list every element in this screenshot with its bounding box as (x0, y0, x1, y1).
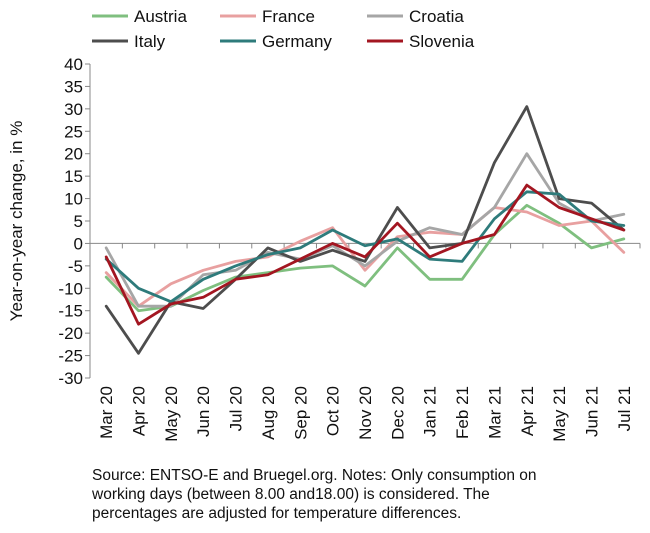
x-tick-label: Jun 21 (582, 386, 601, 437)
y-tick-label: 5 (74, 212, 83, 231)
x-tick-label: Jul 20 (227, 386, 246, 431)
y-tick-label: 10 (64, 190, 83, 209)
legend-label-germany: Germany (262, 32, 332, 51)
legend-label-croatia: Croatia (409, 7, 464, 26)
y-tick-label: -15 (58, 302, 83, 321)
y-tick-label: -10 (58, 279, 83, 298)
y-tick-label: 30 (64, 100, 83, 119)
series-lines (104, 105, 626, 355)
x-tick-label: Apr 20 (130, 386, 149, 436)
y-tick-label: -30 (58, 369, 83, 388)
x-tick-label: Jan 21 (421, 386, 440, 437)
y-tick-label: 0 (74, 234, 83, 253)
axes: -30 -25 -20 -15 -10 -5 0 5 10 15 20 25 30 35 40 Mar 20 A… (58, 55, 641, 442)
legend-label-italy: Italy (134, 32, 166, 51)
y-tick-label: -20 (58, 324, 83, 343)
legend-label-austria: Austria (134, 7, 187, 26)
x-tick-label: May 20 (162, 386, 181, 442)
x-tick-label: Nov 20 (356, 386, 375, 440)
source-note-line-1: Source: ENTSO-E and Bruegel.org. Notes: … (92, 467, 537, 484)
y-tick-label: 15 (64, 167, 83, 186)
series-line-italy (104, 105, 626, 355)
x-tick-label: Apr 21 (518, 386, 537, 436)
x-tick-label: Jul 21 (615, 386, 634, 431)
x-tick-label: Mar 21 (485, 386, 504, 439)
y-tick-label: -5 (68, 257, 83, 276)
x-tick-label: Aug 20 (259, 386, 278, 440)
legend-label-france: France (262, 7, 315, 26)
x-tick-label: Dec 20 (388, 386, 407, 440)
legend: Austria France Croatia Italy Germany Slovenia (92, 7, 475, 51)
y-tick-label: 35 (64, 77, 83, 96)
y-tick-label: 20 (64, 145, 83, 164)
x-tick-label: Mar 20 (97, 386, 116, 439)
series-line-france (104, 206, 626, 308)
y-tick-label: 25 (64, 122, 83, 141)
x-tick-label: Oct 20 (324, 386, 343, 436)
y-tick-label: 40 (64, 55, 83, 74)
y-tick-label: -25 (58, 347, 83, 366)
series-line-croatia (104, 152, 626, 308)
x-tick-label: Jun 20 (194, 386, 213, 437)
legend-label-slovenia: Slovenia (409, 32, 475, 51)
y-axis-title: Year-on-year change, in % (7, 120, 26, 322)
series-line-slovenia (104, 183, 626, 326)
x-tick-label: May 21 (550, 386, 569, 442)
source-note: Source: ENTSO-E and Bruegel.org. Notes: … (92, 466, 642, 523)
series-line-austria (104, 203, 626, 313)
line-chart: Austria France Croatia Italy Germany Slovenia… (58, 7, 641, 442)
x-tick-label: Feb 21 (453, 386, 472, 439)
y-axis-title-wrapper: Year-on-year change, in % (2, 62, 32, 380)
source-note-line-3: percentages are adjusted for temperature… (92, 505, 462, 522)
x-tick-label: Sep 20 (291, 386, 310, 440)
source-note-line-2: working days (between 8.00 and18.00) is … (92, 486, 490, 503)
